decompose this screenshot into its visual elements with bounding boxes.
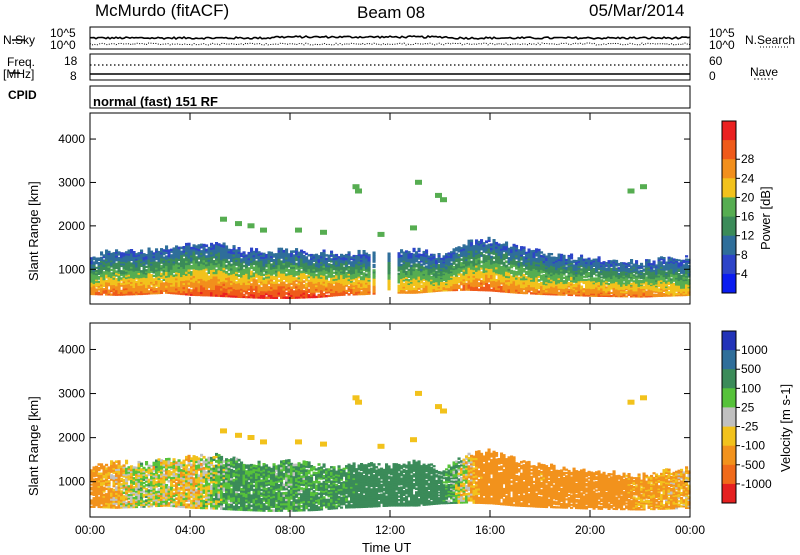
echo-cell bbox=[243, 251, 246, 254]
echo-cell bbox=[523, 246, 526, 249]
echo-cell bbox=[470, 240, 473, 243]
echo-cell bbox=[368, 254, 371, 256]
echo-cell bbox=[133, 251, 136, 253]
echo-cell bbox=[225, 245, 228, 248]
echo-cell bbox=[540, 251, 543, 253]
echo-cell bbox=[418, 248, 421, 251]
echo-cell bbox=[165, 245, 168, 248]
echo-cell bbox=[400, 249, 403, 251]
echo-cell bbox=[255, 248, 258, 251]
echo-cell bbox=[330, 251, 333, 254]
echo-cell bbox=[148, 248, 151, 251]
nsky-line bbox=[90, 36, 690, 39]
echo-cell bbox=[598, 256, 601, 258]
echo-cell bbox=[653, 261, 656, 263]
cpid-panel-frame bbox=[90, 86, 690, 108]
echo-cell bbox=[388, 253, 391, 255]
echo-cell bbox=[640, 263, 643, 265]
echo-cell bbox=[648, 259, 651, 261]
echo-cell bbox=[663, 257, 666, 259]
echo-cell bbox=[563, 255, 566, 257]
echo-cell bbox=[635, 260, 638, 262]
echo-cell bbox=[233, 245, 236, 248]
echo-cell bbox=[588, 258, 591, 260]
echo-cell bbox=[433, 254, 436, 256]
echo-cell bbox=[550, 253, 553, 255]
echo-cell bbox=[323, 250, 326, 253]
echo-cell bbox=[580, 286, 583, 288]
echo-cell bbox=[373, 269, 376, 271]
echo-cell bbox=[295, 248, 298, 251]
echo-cell bbox=[630, 259, 633, 261]
echo-cell bbox=[285, 248, 288, 251]
echo-cell bbox=[425, 249, 428, 251]
echo-cell bbox=[580, 255, 583, 257]
echo-cell bbox=[493, 239, 496, 242]
echo-cell bbox=[538, 249, 541, 252]
echo-cell bbox=[373, 252, 376, 254]
echo-cell bbox=[358, 250, 361, 253]
echo-cell bbox=[155, 248, 158, 251]
nsearch-line bbox=[90, 43, 690, 45]
freq-panel-frame bbox=[90, 54, 690, 80]
echo-cell bbox=[570, 254, 573, 256]
echo-cell bbox=[223, 243, 226, 246]
echo-cell bbox=[438, 253, 441, 255]
echo-cell bbox=[615, 260, 618, 262]
echo-cell bbox=[505, 242, 508, 245]
echo-cell bbox=[250, 248, 253, 251]
echo-cell bbox=[363, 250, 366, 253]
echo-cell bbox=[480, 239, 483, 242]
echo-cell bbox=[140, 250, 143, 253]
echo-cell bbox=[238, 247, 241, 250]
echo-cell bbox=[100, 251, 103, 253]
echo-cell bbox=[373, 264, 376, 266]
echo-cell bbox=[305, 256, 308, 259]
echo-cell bbox=[335, 254, 338, 256]
echo-cell bbox=[348, 251, 351, 253]
echo-cell bbox=[188, 243, 191, 246]
echo-cell bbox=[515, 245, 518, 248]
echo-cell bbox=[205, 244, 208, 247]
echo-cell bbox=[488, 237, 491, 240]
echo-cell bbox=[413, 248, 416, 251]
